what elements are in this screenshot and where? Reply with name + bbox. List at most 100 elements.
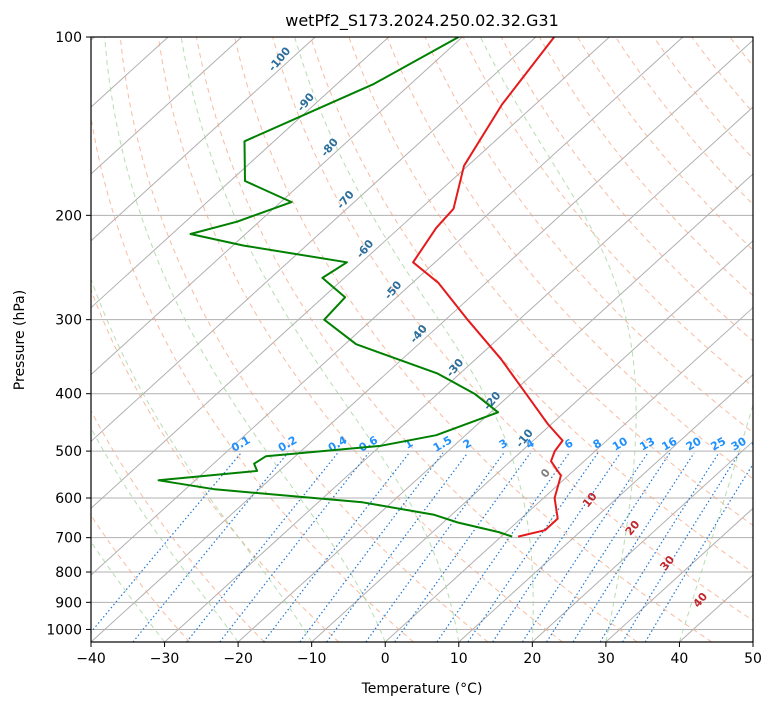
x-tick-label: 40 (671, 651, 689, 667)
x-tick-label: 50 (744, 651, 762, 667)
x-tick-label: 10 (450, 651, 468, 667)
y-tick-label: 600 (55, 491, 82, 507)
dry-adiabat-label: -70 (334, 188, 357, 212)
isotherm-line (752, 641, 753, 642)
mixing-ratio-line (521, 452, 649, 642)
axis-layer: −40 −30 −20 −10 0 10 20 30 40 5010020030040050060… (46, 30, 762, 667)
isotherm-line (605, 507, 753, 642)
mixing-ratio-line (365, 452, 505, 642)
dry-adiabat-line (91, 514, 191, 642)
mixing-ratio-line (572, 452, 695, 642)
moist-adiabat-line (180, 37, 460, 642)
dry-adiabat-label: -50 (382, 278, 405, 302)
dry-adiabat-label: -80 (318, 135, 341, 159)
dry-adiabat-line (462, 37, 753, 388)
moist-adiabat-line (104, 37, 386, 642)
x-tick-label: −40 (76, 651, 106, 667)
isotherm-line (679, 574, 753, 642)
dry-adiabat-line (653, 37, 753, 160)
dry-adiabat-label: -60 (354, 237, 377, 261)
plot-frame (90, 36, 754, 643)
mixing-ratio-label: 2 (461, 437, 474, 452)
mixing-ratio-line (326, 452, 469, 642)
dry-adiabat-line (386, 37, 753, 480)
dry-adiabat-line (196, 37, 638, 642)
isotherm-line (237, 173, 753, 642)
x-tick-label: −10 (297, 651, 327, 667)
x-axis-label: Temperature (°C) (361, 681, 483, 697)
y-tick-label: 700 (55, 531, 82, 547)
mixing-ratio-label: 8 (591, 437, 604, 452)
moist-adiabat-label: 40 (690, 590, 710, 610)
isotherm-line (91, 39, 753, 642)
mixing-ratio-line (622, 452, 740, 642)
dry-adiabat-line (119, 37, 489, 642)
moist-adiabat-label: 0 (538, 466, 553, 480)
dry-adiabat-line (691, 37, 753, 114)
y-tick-label: 200 (55, 208, 82, 224)
dry-adiabat-line (91, 114, 414, 642)
dewpoint-trace (157, 37, 513, 538)
mixing-ratio-label: 36 (750, 434, 770, 453)
dry-adiabat-line (272, 37, 753, 621)
y-tick-label: 800 (55, 565, 82, 581)
mixing-ratio-line (492, 452, 621, 642)
dry-adiabat-line (348, 37, 753, 527)
isotherm-line (458, 373, 753, 642)
x-tick-label: 0 (381, 651, 390, 667)
dry-adiabat-line (500, 37, 753, 342)
dry-adiabat-line (91, 288, 340, 642)
y-tick-label: 900 (55, 595, 82, 611)
dry-adiabat-line (91, 409, 265, 642)
moist-adiabat-line (678, 403, 753, 642)
isotherm-line (91, 37, 390, 309)
y-tick-label: 100 (55, 30, 82, 46)
y-tick-label: 1000 (46, 622, 82, 638)
mixing-ratio-line (299, 452, 444, 642)
mixing-ratio-line (132, 452, 289, 642)
isotherm-line (384, 306, 753, 642)
x-tick-label: 20 (523, 651, 541, 667)
mixing-ratio-label: 6 (562, 436, 575, 451)
mixing-ratio-line (186, 452, 339, 642)
mixing-ratio-line (263, 452, 410, 642)
mixing-ratio-line (644, 463, 753, 642)
dry-adiabat-line (157, 37, 563, 642)
y-tick-label: 400 (55, 387, 82, 403)
dry-adiabat-label: -30 (444, 356, 467, 380)
isotherm-line (91, 37, 537, 443)
moist-adiabat-line (294, 37, 534, 642)
moist-adiabat-line (91, 427, 239, 642)
dry-adiabat-line (768, 37, 775, 642)
temperature-trace (412, 37, 564, 538)
mixing-ratio-line (546, 452, 671, 642)
y-tick-label: 300 (55, 313, 82, 329)
mixing-ratio-label: 3 (497, 437, 510, 452)
x-tick-label: −20 (223, 651, 253, 667)
y-tick-label: 500 (55, 444, 82, 460)
dry-adiabat-line (577, 37, 753, 251)
isotherm-line (91, 37, 463, 376)
mixing-ratio-line (91, 452, 242, 634)
grid-layer (91, 37, 775, 642)
chart-title: wetPf2_S173.2024.250.02.32.G31 (285, 11, 559, 31)
moist-adiabat-line (91, 277, 313, 642)
y-axis-label: Pressure (hPa) (12, 290, 28, 390)
isotherm-line (91, 37, 316, 242)
mixing-ratio-line (599, 452, 720, 642)
isotherm-line (91, 37, 242, 175)
dry-adiabat-line (234, 37, 713, 642)
dry-adiabat-label: -40 (407, 322, 430, 346)
dry-adiabat-line (424, 37, 753, 434)
mixing-ratio-line (219, 452, 370, 642)
moist-adiabat-line (479, 37, 637, 642)
x-tick-label: 30 (597, 651, 615, 667)
isotherm-line (164, 106, 753, 642)
series-layer (157, 37, 564, 538)
isotherm-line (91, 37, 610, 509)
x-tick-label: −30 (150, 651, 180, 667)
dry-adiabat-line (310, 37, 753, 574)
mixing-ratio-line (436, 452, 570, 642)
isopleth-label-layer: 0.1 0.2 0.4 0.6 1 1.5 2 3 4 6 8 10 13 16 20 25 30 36-100-… (229, 44, 770, 610)
